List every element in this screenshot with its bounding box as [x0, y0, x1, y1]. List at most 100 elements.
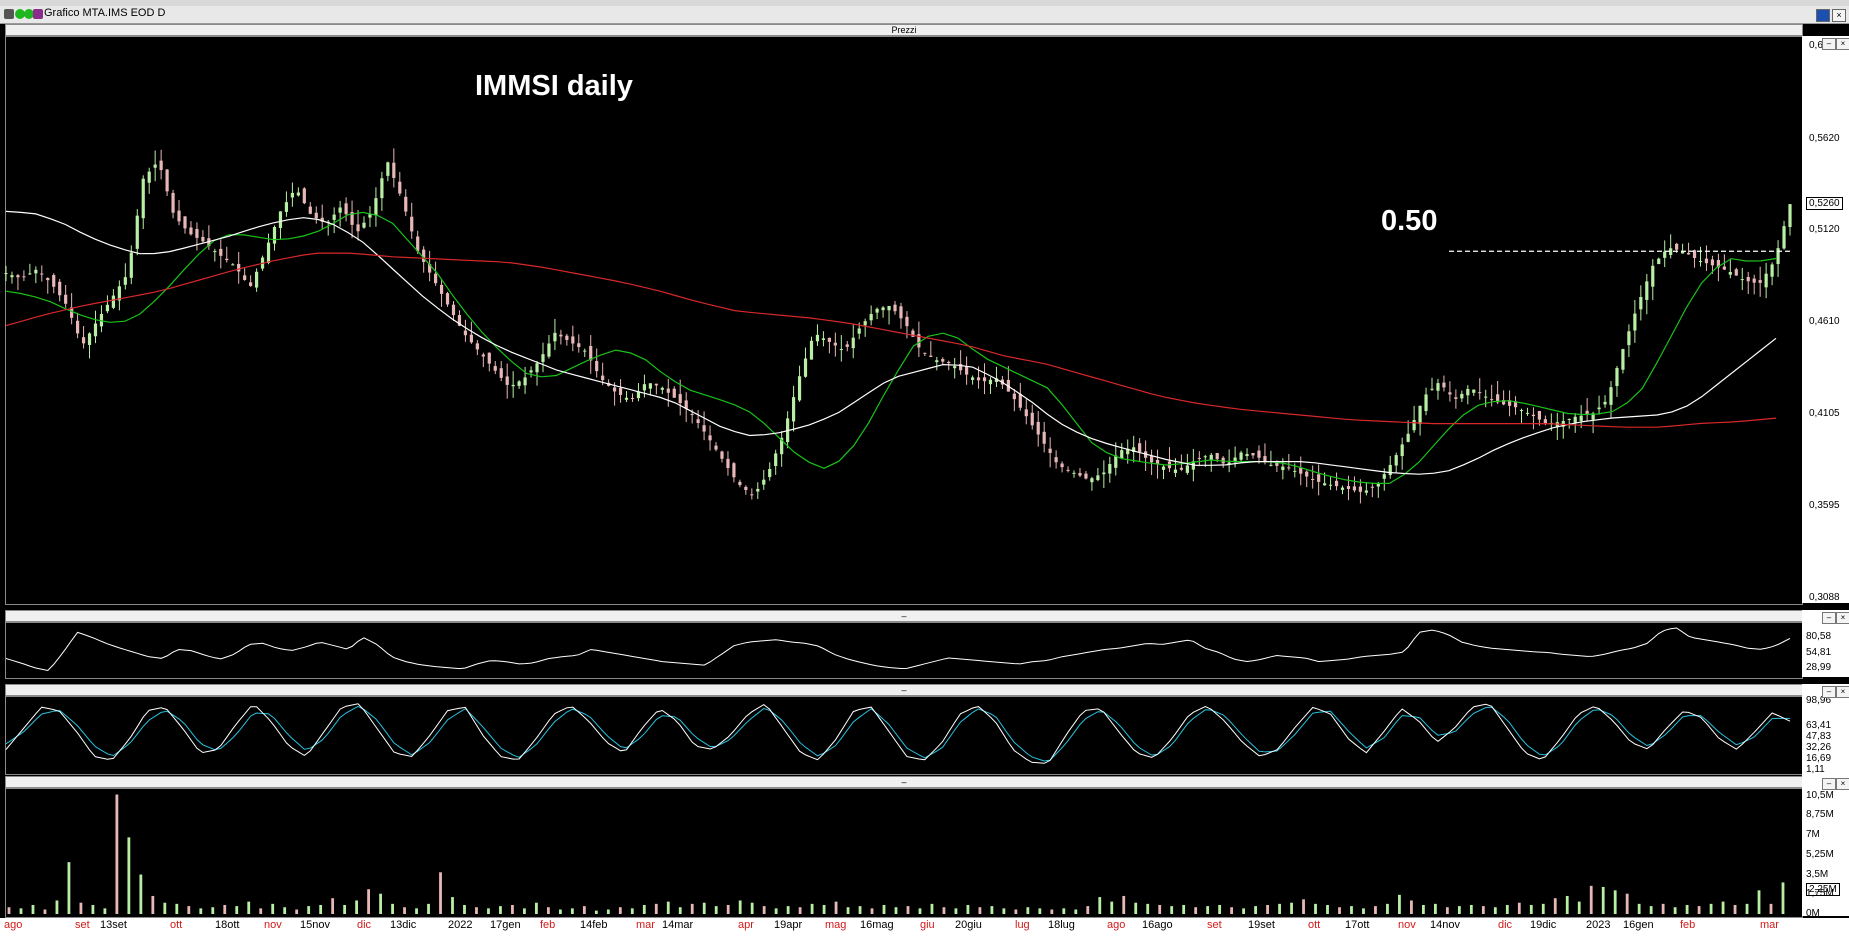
- candle-body: [308, 206, 312, 214]
- candle-body: [583, 350, 587, 352]
- candle-body: [1203, 456, 1207, 458]
- candle-body: [46, 277, 50, 281]
- candle-body: [1651, 265, 1655, 287]
- volume-bar: [594, 910, 598, 914]
- purple-tag-icon[interactable]: [33, 9, 43, 19]
- x-axis-tick-label: 19apr: [774, 919, 803, 931]
- close-icon[interactable]: ×: [1832, 9, 1846, 22]
- x-axis-tick-label: set: [1207, 919, 1222, 931]
- candle-body: [720, 451, 724, 459]
- volume-bar: [1362, 908, 1365, 914]
- x-axis-tick-label: 13dic: [390, 919, 417, 931]
- candle-body: [171, 192, 175, 213]
- candle-body: [1024, 409, 1028, 417]
- volume-bar: [43, 909, 47, 914]
- volume-bar: [259, 908, 263, 914]
- pane-close-button[interactable]: ×: [1836, 38, 1849, 50]
- oscillator-axis-tick-label: 80,58: [1806, 630, 1832, 642]
- volume-bar: [1733, 904, 1737, 914]
- volume-bar: [67, 862, 71, 914]
- volume-axis-tick-label: 2,25M: [1806, 882, 1840, 896]
- pane-close-button[interactable]: ×: [1836, 612, 1849, 624]
- collapse-handle[interactable]: –: [901, 611, 907, 621]
- volume-bar: [115, 794, 119, 914]
- x-axis-tick-label: feb: [1680, 919, 1696, 931]
- candle-body: [1394, 455, 1398, 466]
- volume-bar: [1481, 906, 1485, 914]
- minimize-icon[interactable]: [1816, 9, 1830, 22]
- candle-body: [1537, 410, 1542, 420]
- volume-bar: [1038, 908, 1042, 914]
- candle-body: [1567, 418, 1571, 420]
- candle-body: [1686, 252, 1691, 255]
- candle-body: [553, 332, 557, 342]
- candle-body: [1639, 297, 1643, 310]
- candle-body: [797, 376, 802, 401]
- candle-body: [398, 181, 402, 194]
- pane-close-button[interactable]: ×: [1836, 686, 1849, 698]
- collapse-handle[interactable]: –: [901, 685, 907, 695]
- oscillator-pane-header[interactable]: –: [5, 610, 1803, 622]
- stochastic-pane[interactable]: [5, 696, 1803, 775]
- collapse-handle[interactable]: –: [901, 777, 907, 787]
- volume-bar: [870, 908, 874, 914]
- candle-body: [1388, 464, 1392, 476]
- volume-bar: [127, 837, 131, 914]
- pane-minimize-button[interactable]: –: [1822, 686, 1836, 698]
- volume-bar: [271, 903, 275, 914]
- candle-body: [1490, 399, 1494, 401]
- pane-close-button[interactable]: ×: [1836, 778, 1849, 790]
- pane-minimize-button[interactable]: –: [1822, 778, 1836, 790]
- candle-body: [1048, 448, 1052, 453]
- candle-body: [284, 202, 289, 212]
- candle-body: [1603, 401, 1607, 405]
- candle-body: [1466, 388, 1470, 396]
- candle-body: [1126, 448, 1130, 455]
- volume-bar: [1422, 904, 1425, 914]
- price-pane[interactable]: [5, 36, 1803, 605]
- volume-bar: [7, 907, 11, 914]
- stochastic-axis-tick-label: 1,11: [1806, 763, 1825, 775]
- candle-body: [416, 236, 420, 252]
- candle-body: [350, 212, 354, 225]
- candle-body: [368, 214, 372, 218]
- volume-bar: [1134, 902, 1138, 914]
- stochastic-pane-header[interactable]: –: [5, 684, 1803, 696]
- candle-body: [189, 227, 193, 235]
- candle-body: [34, 269, 38, 274]
- pane-minimize-button[interactable]: –: [1822, 38, 1836, 50]
- pane-minimize-button[interactable]: –: [1822, 612, 1836, 624]
- candle-body: [16, 275, 20, 278]
- volume-bar: [774, 908, 778, 914]
- candle-body: [965, 366, 969, 375]
- candle-body: [52, 275, 56, 287]
- x-axis-tick-label: 15nov: [300, 919, 330, 931]
- candle-body: [278, 211, 283, 228]
- menu-icon[interactable]: [4, 9, 14, 19]
- price-axis-tick-label: 0,3595: [1809, 500, 1840, 512]
- oscillator-pane[interactable]: [5, 622, 1803, 679]
- volume-bar: [1278, 903, 1281, 914]
- x-axis-tick-label: 17ott: [1345, 919, 1370, 931]
- volume-bar: [319, 904, 323, 914]
- volume-pane[interactable]: [5, 788, 1803, 918]
- volume-bar: [1086, 906, 1090, 914]
- price-axis-tick-label: 0,5120: [1809, 223, 1840, 235]
- candle-body: [290, 192, 294, 198]
- candle-body: [1108, 463, 1112, 474]
- candle-body: [559, 334, 563, 337]
- candle-body: [947, 361, 951, 364]
- candle-body: [1645, 281, 1649, 300]
- volume-axis-tick-label: 7M: [1806, 829, 1820, 841]
- oscillator-axis-tick-label: 28,99: [1806, 662, 1832, 674]
- volume-bar: [1326, 904, 1329, 914]
- candle-body: [714, 445, 718, 450]
- candle-body: [750, 494, 754, 496]
- green-dot-icon[interactable]: [15, 9, 25, 19]
- volume-bar: [223, 904, 227, 914]
- volume-pane-header[interactable]: –: [5, 776, 1803, 788]
- volume-bar: [798, 907, 802, 914]
- green-dot-icon[interactable]: [24, 9, 34, 19]
- x-axis-tick-label: 16ago: [1142, 919, 1173, 931]
